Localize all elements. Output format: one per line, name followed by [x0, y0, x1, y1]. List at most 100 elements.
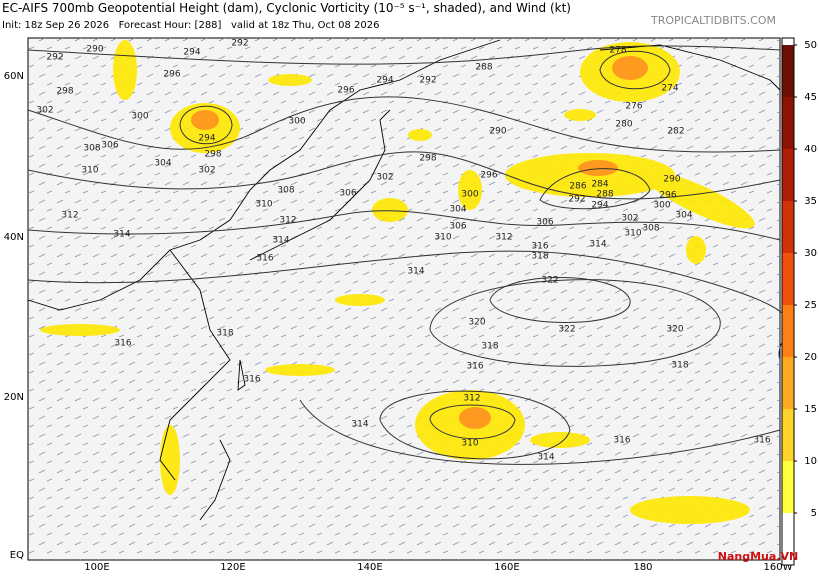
- contour-label: 304: [675, 211, 692, 221]
- contour-label: 294: [591, 201, 608, 211]
- contour-label: 320: [468, 318, 485, 328]
- contour-label: 294: [198, 134, 215, 144]
- contour-label: 296: [480, 171, 497, 181]
- contour-label: 298: [419, 154, 436, 164]
- contour-label: 298: [56, 87, 73, 97]
- graticule-labels: 60N 40N 20N EQ 100E 120E 140E 160E 180 160W: [4, 71, 793, 573]
- colorbar-tick-label: 30: [804, 248, 817, 259]
- contour-label: 316: [256, 254, 273, 264]
- contour-label: 288: [475, 63, 492, 73]
- contour-label: 300: [461, 190, 478, 200]
- colorbar-segment: [782, 97, 794, 149]
- contour-label: 316: [613, 436, 630, 446]
- contour-label: 312: [463, 394, 480, 404]
- contour-label: 312: [495, 233, 512, 243]
- lat-label: EQ: [10, 550, 24, 561]
- contour-label: 310: [81, 166, 98, 176]
- contour-label: 276: [625, 102, 642, 112]
- contour-label: 302: [36, 106, 53, 116]
- contour-label: 274: [661, 84, 678, 94]
- lon-label: 140E: [357, 562, 382, 573]
- contour-label: 302: [621, 214, 638, 224]
- contour-label: 314: [113, 230, 130, 240]
- colorbar-tick-label: 40: [804, 144, 817, 155]
- contour-label: 300: [653, 201, 670, 211]
- colorbar-segment: [782, 409, 794, 461]
- contour-label: 318: [481, 342, 498, 352]
- contour-label: 308: [83, 144, 100, 154]
- colorbar-tick-label: 15: [804, 404, 817, 415]
- contour-label: 280: [615, 120, 632, 130]
- contour-label: 302: [198, 166, 215, 176]
- contour-label: 316: [466, 362, 483, 372]
- colorbar-tick-label: 35: [804, 196, 817, 207]
- contour-label: 312: [61, 211, 78, 221]
- lon-label: 160E: [494, 562, 519, 573]
- lon-label: 100E: [84, 562, 109, 573]
- wind-barbs: [28, 38, 780, 560]
- subtitle: Init: 18z Sep 26 2026 Forecast Hour: [28…: [2, 20, 379, 31]
- colorbar-frame: [781, 37, 795, 566]
- contour-label: 304: [449, 205, 466, 215]
- contour-label: 278: [609, 46, 626, 56]
- colorbar-tick-label: 20: [804, 352, 817, 363]
- contour-label: 310: [461, 439, 478, 449]
- contour-label: 294: [183, 48, 200, 58]
- contour-label: 290: [489, 127, 506, 137]
- contour-label: 308: [277, 186, 294, 196]
- lon-label: 180: [633, 562, 652, 573]
- contour-label: 308: [642, 224, 659, 234]
- contour-label: 292: [419, 76, 436, 86]
- contour-label: 310: [255, 200, 272, 210]
- colorbar-segment: [782, 305, 794, 357]
- contour-label: 300: [131, 112, 148, 122]
- contour-label: 282: [667, 127, 684, 137]
- contour-label: 288: [596, 190, 613, 200]
- contour-label: 318: [216, 329, 233, 339]
- colorbar-segment: [782, 357, 794, 409]
- lat-label: 60N: [4, 71, 24, 82]
- map-area: 290 2942922922962983023002942983063083043…: [27, 37, 790, 561]
- contour-label: 284: [591, 180, 608, 190]
- coastlines: [27, 39, 781, 521]
- colorbar-tick-label: 50: [804, 40, 817, 51]
- contour-label: 320: [666, 325, 683, 335]
- contour-labels: 290 2942922922962983023002942983063083043…: [36, 39, 770, 463]
- colorbar-tick-label: 45: [804, 92, 817, 103]
- contour-label: 314: [272, 236, 289, 246]
- contour-label: 296: [337, 86, 354, 96]
- vorticity-core: [191, 56, 648, 429]
- lat-label: 40N: [4, 232, 24, 243]
- contour-label: 306: [101, 141, 118, 151]
- contour-label: 306: [449, 222, 466, 232]
- lat-label: 20N: [4, 392, 24, 403]
- contour-label: 316: [114, 339, 131, 349]
- colorbar-segment: [782, 513, 794, 565]
- colorbar-tick-label: 5: [811, 508, 817, 519]
- colorbar-segment: [782, 253, 794, 305]
- contour-label: 322: [558, 325, 575, 335]
- contour-label: 314: [589, 240, 606, 250]
- colorbar-segment: [782, 45, 794, 97]
- contour-label: 316: [243, 375, 260, 385]
- colorbar-tick-label: 25: [804, 300, 817, 311]
- contour-label: 296: [659, 191, 676, 201]
- contour-label: 314: [351, 420, 368, 430]
- colorbar-segment: [782, 461, 794, 513]
- contour-label: 292: [568, 195, 585, 205]
- colorbar-segment: [782, 149, 794, 201]
- contour-label: 314: [537, 453, 554, 463]
- contour-label: 318: [671, 361, 688, 371]
- contour-label: 316: [753, 436, 770, 446]
- watermark: NangMua.VN: [718, 550, 798, 563]
- contour-label: 286: [569, 182, 586, 192]
- contour-label: 294: [376, 76, 393, 86]
- contour-label: 304: [154, 159, 171, 169]
- contour-label: 290: [86, 45, 103, 55]
- contour-label: 314: [407, 267, 424, 277]
- contour-label: 310: [624, 229, 641, 239]
- colorbar-segment: [782, 201, 794, 253]
- contour-label: 302: [376, 173, 393, 183]
- contour-label: 322: [541, 276, 558, 286]
